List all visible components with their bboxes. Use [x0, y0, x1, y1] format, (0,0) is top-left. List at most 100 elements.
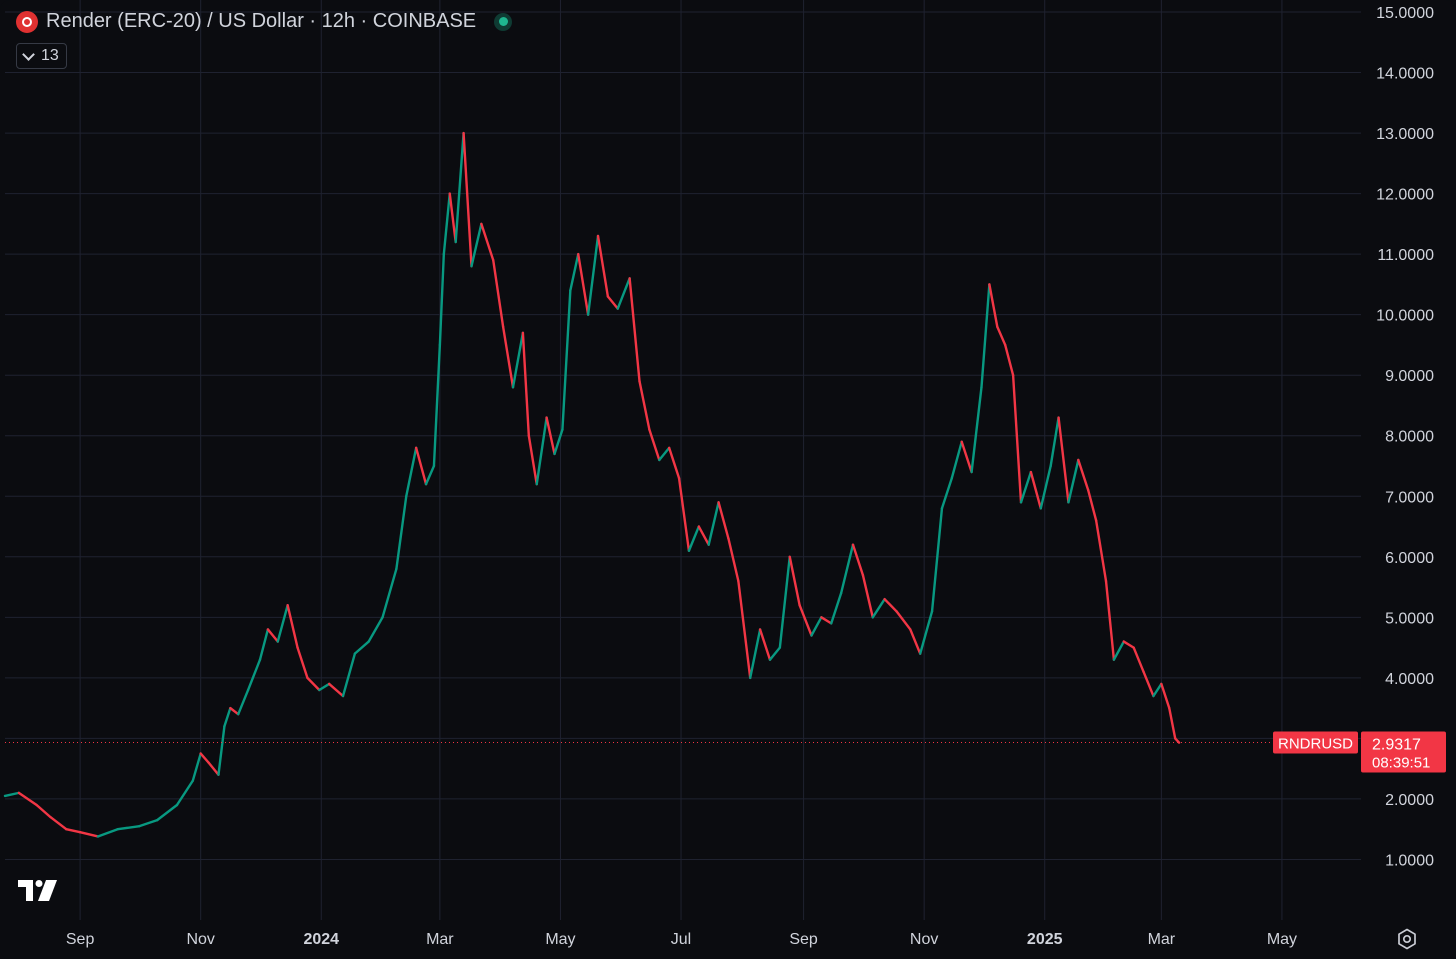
price-segment	[758, 628, 772, 661]
price-segment	[395, 495, 408, 571]
price-segment	[1077, 458, 1090, 492]
price-segment	[521, 331, 531, 437]
price-segment	[296, 646, 309, 680]
x-tick-label: Jul	[671, 931, 691, 948]
price-segment	[839, 543, 855, 595]
indicator-count: 13	[41, 47, 59, 64]
price-segment	[414, 446, 428, 486]
price-segment	[276, 604, 289, 643]
price-segment	[78, 831, 100, 838]
tradingview-logo-icon[interactable]	[18, 880, 60, 902]
price-segment	[432, 343, 442, 468]
price-segment	[895, 610, 912, 631]
price-segment	[950, 440, 963, 480]
price-segment	[223, 706, 232, 728]
price-segment	[596, 234, 610, 298]
price-segment	[96, 828, 119, 838]
price-segment	[341, 652, 357, 698]
y-tick-label: 5.0000	[1385, 610, 1434, 627]
price-segment	[1003, 343, 1015, 377]
chevron-down-icon	[22, 47, 35, 61]
price-segment	[535, 416, 548, 486]
price-segment	[35, 803, 52, 819]
price-segment	[1168, 706, 1177, 740]
price-segment	[217, 725, 226, 776]
price-segment	[17, 791, 38, 807]
y-tick-label: 14.0000	[1376, 66, 1434, 83]
price-segment	[1029, 470, 1042, 510]
y-tick-label: 4.0000	[1385, 671, 1434, 688]
price-segment	[527, 434, 538, 486]
y-tick-label: 1.0000	[1385, 852, 1434, 869]
price-segment	[1011, 374, 1023, 504]
price-segment	[980, 283, 991, 389]
price-segment	[677, 476, 691, 552]
price-segment	[1122, 640, 1135, 649]
y-tick-label: 15.0000	[1376, 5, 1434, 22]
price-segment	[561, 289, 572, 431]
gear-icon[interactable]	[1396, 928, 1418, 950]
x-tick-label: May	[545, 931, 575, 948]
price-segment	[1039, 464, 1052, 510]
x-tick-label: Sep	[66, 931, 95, 948]
price-segment	[545, 416, 556, 456]
price-segment	[138, 818, 159, 828]
bar-countdown: 08:39:51	[1372, 755, 1430, 772]
y-tick-label: 11.0000	[1377, 247, 1434, 264]
price-segment	[116, 824, 141, 831]
price-segment	[367, 616, 384, 643]
price-segment	[1104, 579, 1116, 661]
price-segment	[820, 616, 833, 625]
price-segment	[996, 325, 1007, 347]
price-segment	[1112, 640, 1125, 661]
price-segment	[1087, 489, 1098, 522]
price-segment	[909, 628, 922, 655]
price-segment	[970, 386, 983, 474]
price-segment	[353, 640, 370, 655]
price-segment	[988, 283, 999, 328]
price-segment	[501, 325, 515, 389]
symbol-title[interactable]: Render (ERC-20) / US Dollar · 12h · COIN…	[46, 10, 477, 32]
price-segment	[266, 628, 279, 643]
price-segment	[246, 658, 262, 692]
price-segment	[1173, 737, 1181, 744]
price-segment	[616, 277, 631, 310]
last-price-value: 2.9317	[1372, 737, 1421, 754]
price-segment	[1067, 458, 1080, 504]
price-segment	[628, 277, 641, 383]
symbol-tag-label: RNDRUSD	[1278, 736, 1353, 753]
price-segment	[861, 573, 874, 619]
price-segment	[569, 252, 580, 292]
price-segment	[191, 752, 202, 782]
y-tick-label: 2.0000	[1385, 792, 1434, 809]
price-segment	[658, 446, 671, 462]
price-segment	[199, 752, 210, 764]
symbol-tag	[1273, 731, 1358, 754]
price-segment	[737, 579, 752, 680]
price-segment	[577, 252, 590, 316]
price-segment	[229, 706, 240, 716]
price-segment	[798, 604, 813, 637]
x-tick-label: Nov	[186, 931, 214, 948]
price-segment	[830, 591, 843, 625]
x-tick-label: May	[1267, 931, 1297, 948]
price-segment	[438, 252, 446, 347]
price-segment	[381, 567, 398, 619]
y-tick-label: 9.0000	[1385, 368, 1434, 385]
y-tick-label: 7.0000	[1385, 489, 1434, 506]
price-segment	[919, 610, 934, 655]
price-segment	[237, 688, 250, 716]
price-segment	[1019, 470, 1033, 504]
price-segment	[207, 761, 220, 776]
price-segment	[306, 676, 321, 692]
indicators-toggle-button[interactable]: 13	[16, 43, 67, 69]
price-segment	[470, 222, 483, 268]
market-status-icon[interactable]	[494, 12, 513, 31]
price-segment	[586, 234, 600, 316]
price-segment	[687, 525, 701, 552]
price-segment	[871, 597, 886, 619]
x-tick-label: Nov	[910, 931, 938, 948]
x-tick-label: Mar	[1148, 931, 1176, 948]
price-segment	[667, 446, 681, 480]
